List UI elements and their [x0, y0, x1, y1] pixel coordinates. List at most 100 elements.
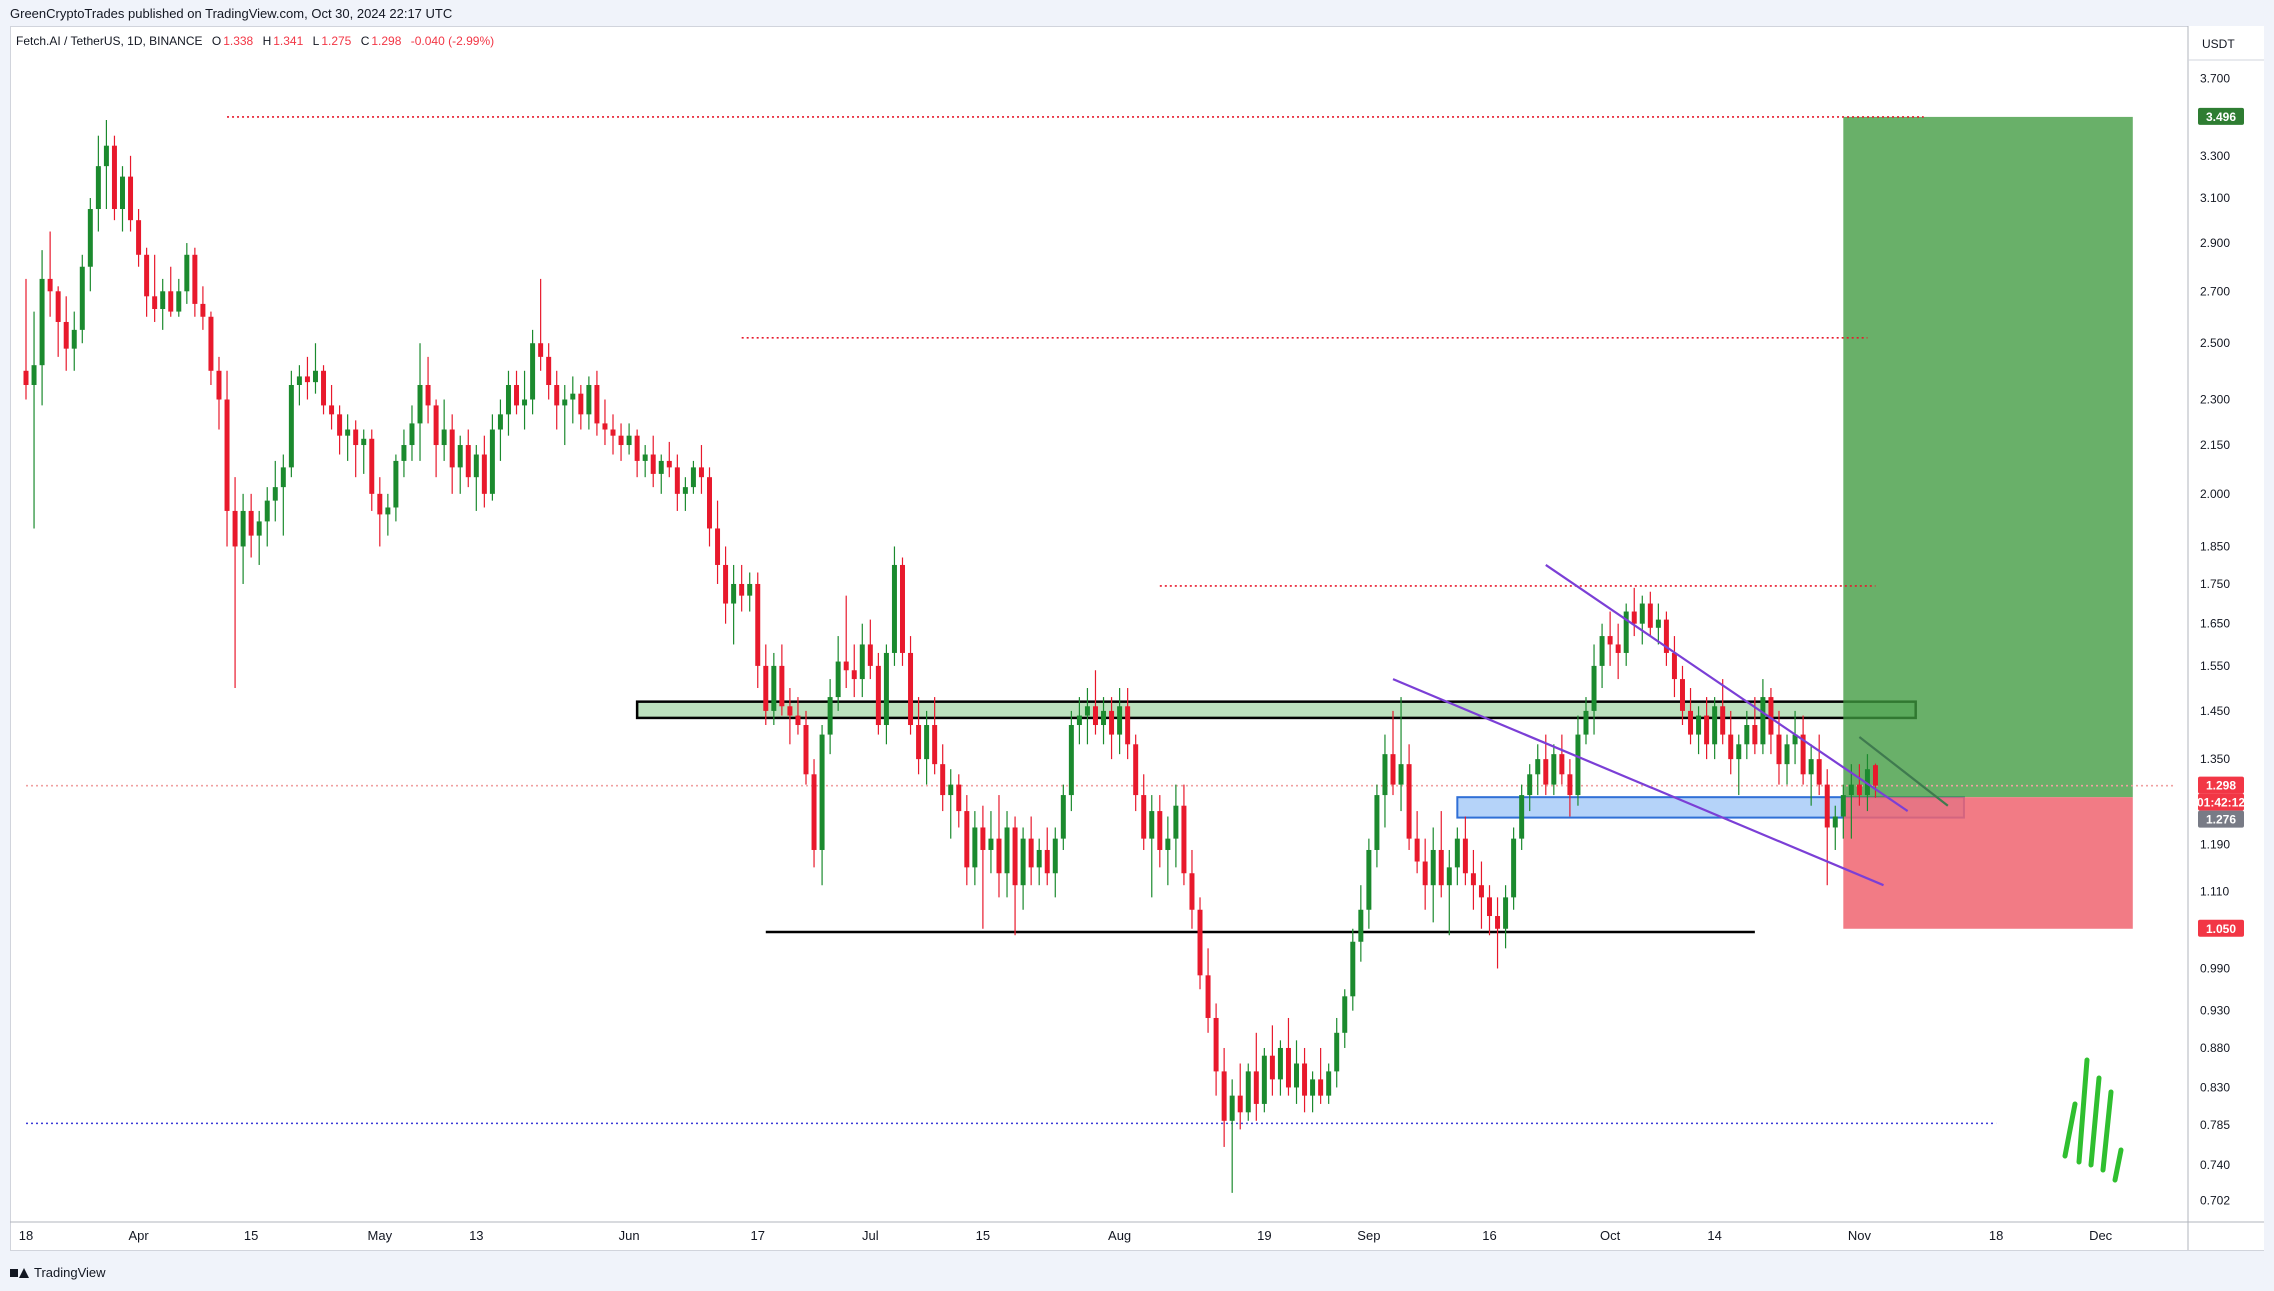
candle-body — [1334, 1032, 1340, 1072]
price-tick-label: 3.700 — [2200, 72, 2230, 86]
candle-body — [554, 384, 560, 406]
last-price-label: 1.298 — [2198, 776, 2244, 794]
candle-body — [1350, 941, 1356, 997]
logo-stroke — [2076, 1057, 2090, 1165]
low-value: 1.275 — [321, 34, 352, 48]
open-label: O — [211, 34, 222, 48]
candle-body — [1671, 652, 1677, 680]
candle-body — [192, 254, 198, 304]
price-tick-label: 2.700 — [2200, 284, 2230, 298]
candle-body — [152, 296, 158, 310]
candle-body — [288, 384, 294, 468]
time-tick-label: Apr — [128, 1228, 149, 1243]
candle-body — [361, 438, 367, 446]
brand-label: TradingView — [34, 1265, 106, 1280]
entry-price-label-text: 1.276 — [2206, 813, 2236, 827]
candle-body — [1527, 774, 1533, 796]
candle-body — [232, 510, 238, 547]
candle-body — [1277, 1047, 1283, 1080]
candle-body — [674, 467, 680, 494]
candle-body — [980, 827, 986, 850]
candle-body — [867, 644, 873, 666]
candle-body — [1470, 873, 1476, 886]
candle-body — [787, 706, 793, 716]
candle-body — [1197, 909, 1203, 976]
candle-body — [1044, 849, 1050, 874]
target-price-label: 3.496 — [2198, 107, 2244, 125]
candle-body — [972, 827, 978, 868]
candle-body — [1575, 734, 1581, 796]
time-tick-label: Sep — [1357, 1228, 1380, 1243]
candle-body — [1655, 619, 1661, 628]
price-tick-label: 1.450 — [2200, 704, 2230, 718]
candle-body — [433, 405, 439, 446]
candle-body — [449, 429, 455, 468]
candle-body — [1784, 744, 1790, 765]
candle-body — [1133, 744, 1139, 796]
stop-price-label: 1.050 — [2198, 919, 2244, 937]
candle-body — [682, 487, 688, 494]
logo-watermark — [2062, 1057, 2124, 1183]
price-tick-label: 0.990 — [2200, 961, 2230, 975]
logo-stroke — [2112, 1147, 2124, 1183]
candle-body — [1487, 897, 1492, 917]
candle-body — [1840, 795, 1846, 817]
publish-info: GreenCryptoTrades published on TradingVi… — [10, 6, 453, 21]
symbol-name[interactable]: Fetch.AI / TetherUS, 1D, BINANCE — [16, 34, 203, 48]
candle-body — [891, 564, 897, 653]
candle-body — [95, 166, 101, 210]
candle-body — [1567, 774, 1573, 796]
close-value: 1.298 — [371, 34, 402, 48]
candle-body — [280, 467, 286, 488]
candle-body — [369, 438, 375, 494]
candle-body — [514, 384, 520, 406]
candle-body — [409, 423, 415, 446]
candle-body — [79, 266, 85, 330]
candle-body — [216, 370, 222, 400]
time-tick-label: Nov — [1848, 1228, 1872, 1243]
time-tick-label: Jun — [619, 1228, 640, 1243]
candle-body — [618, 435, 624, 446]
candle-body — [1229, 1095, 1235, 1121]
candle-body — [465, 445, 471, 478]
price-tick-label: 0.880 — [2200, 1041, 2230, 1055]
candle-body — [1446, 867, 1452, 886]
symbol-legend: Fetch.AI / TetherUS, 1D, BINANCE O 1.338 … — [16, 34, 494, 48]
candle-body — [1076, 715, 1082, 726]
time-tick-label: Dec — [2089, 1228, 2113, 1243]
candle-body — [908, 652, 914, 726]
candle-body — [417, 384, 423, 424]
candle-body — [875, 665, 881, 726]
candle-body — [1117, 706, 1123, 735]
tradingview-brand[interactable]: TradingView — [10, 1265, 106, 1280]
candle-body — [779, 665, 785, 707]
candle-body — [1816, 759, 1822, 785]
candle-body — [650, 454, 656, 474]
candle-body — [1068, 725, 1074, 796]
candle-body — [168, 291, 174, 312]
candle-body — [489, 429, 495, 494]
candle-body — [1181, 805, 1187, 874]
time-tick-label: 16 — [1482, 1228, 1496, 1243]
candle-body — [337, 414, 343, 436]
candle-body — [136, 220, 142, 255]
candle-body — [715, 528, 721, 565]
candle-body — [457, 445, 463, 468]
price-tick-label: 2.000 — [2200, 487, 2230, 501]
price-tick-label: 1.850 — [2200, 539, 2230, 553]
candle-body — [1438, 849, 1444, 886]
candle-body — [747, 583, 753, 596]
candle-body — [1535, 759, 1541, 775]
countdown-price-label-text: 01:42:12 — [2197, 796, 2245, 810]
candle-body — [1173, 805, 1179, 839]
price-tick-label: 2.900 — [2200, 236, 2230, 250]
candle-body — [690, 467, 696, 488]
candle-body — [1808, 759, 1814, 775]
candle-body — [1744, 725, 1750, 745]
candle-body — [1688, 710, 1694, 735]
candle-body — [1294, 1063, 1300, 1088]
candle-body — [899, 564, 905, 653]
close-label: C — [360, 34, 370, 48]
candle-body — [1398, 764, 1404, 785]
